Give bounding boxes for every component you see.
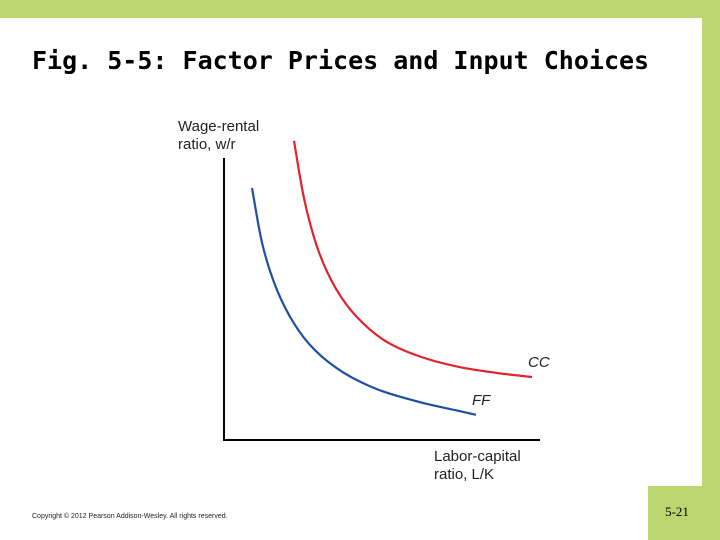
copyright-notice: Copyright © 2012 Pearson Addison-Wesley.… xyxy=(32,513,228,520)
right-accent-bar xyxy=(702,0,720,540)
page-number-box: 5-21 xyxy=(648,486,720,540)
y-axis-label-line: ratio, w/r xyxy=(178,136,236,153)
chart-axes xyxy=(223,158,540,441)
slide-title: Fig. 5-5: Factor Prices and Input Choice… xyxy=(32,46,650,75)
curve-label-cc: CC xyxy=(528,354,550,371)
x-axis-label: Labor-capital ratio, L/K xyxy=(434,448,521,483)
curve-cc xyxy=(292,140,533,379)
page-number: 5-21 xyxy=(665,504,689,519)
curve-label-ff: FF xyxy=(472,392,491,409)
top-accent-bar xyxy=(0,0,720,18)
chart-curves xyxy=(250,140,533,416)
x-axis-label-line: ratio, L/K xyxy=(434,466,494,483)
x-axis-label-line: Labor-capital xyxy=(434,448,521,465)
y-axis-label: Wage-rental ratio, w/r xyxy=(178,118,259,153)
y-axis-label-line: Wage-rental xyxy=(178,118,259,135)
curve-ff xyxy=(250,187,477,416)
